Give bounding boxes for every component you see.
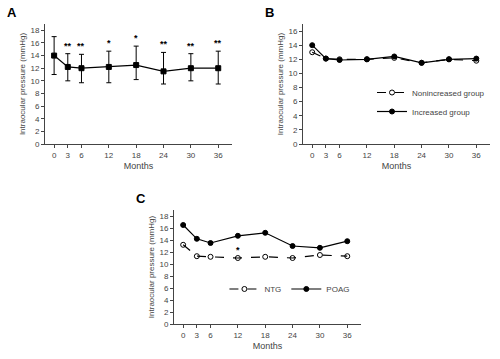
svg-text:16: 16	[289, 27, 298, 36]
svg-text:24: 24	[288, 331, 297, 340]
svg-text:*: *	[134, 33, 138, 43]
svg-text:12: 12	[30, 64, 39, 73]
svg-text:**: **	[160, 39, 168, 49]
svg-text:**: **	[77, 41, 85, 51]
svg-text:3: 3	[195, 331, 200, 340]
svg-text:18: 18	[261, 331, 270, 340]
svg-text:B: B	[265, 5, 274, 20]
svg-text:2: 2	[293, 126, 298, 135]
svg-text:36: 36	[343, 331, 352, 340]
svg-text:0: 0	[310, 151, 315, 160]
svg-text:0: 0	[164, 320, 169, 329]
svg-text:6: 6	[337, 151, 342, 160]
svg-text:6: 6	[208, 331, 213, 340]
svg-text:4: 4	[293, 112, 298, 121]
svg-text:18: 18	[390, 151, 399, 160]
svg-text:6: 6	[293, 97, 298, 106]
svg-text:0: 0	[181, 331, 186, 340]
svg-text:12: 12	[289, 55, 298, 64]
svg-text:24: 24	[417, 151, 426, 160]
svg-text:18: 18	[160, 212, 169, 221]
svg-text:3: 3	[66, 151, 71, 160]
svg-text:Increased group: Increased group	[412, 108, 470, 117]
svg-text:*: *	[236, 245, 240, 255]
svg-text:Intraocular pressure (mmHg): Intraocular pressure (mmHg)	[18, 33, 27, 136]
svg-text:8: 8	[35, 89, 40, 98]
svg-text:12: 12	[160, 248, 169, 257]
svg-text:12: 12	[104, 151, 113, 160]
svg-text:6: 6	[164, 284, 169, 293]
svg-text:Months: Months	[124, 161, 154, 171]
svg-text:10: 10	[289, 69, 298, 78]
svg-text:NTG: NTG	[264, 285, 281, 294]
svg-text:6: 6	[35, 102, 40, 111]
svg-text:4: 4	[35, 115, 40, 124]
svg-text:**: **	[64, 41, 72, 51]
svg-text:30: 30	[186, 151, 195, 160]
svg-text:10: 10	[160, 260, 169, 269]
svg-text:8: 8	[164, 272, 169, 281]
svg-text:POAG: POAG	[326, 285, 349, 294]
svg-text:18: 18	[30, 26, 39, 35]
svg-text:0: 0	[293, 140, 298, 149]
svg-text:C: C	[136, 191, 146, 206]
svg-text:6: 6	[79, 151, 84, 160]
svg-text:**: **	[214, 38, 222, 48]
svg-text:16: 16	[160, 224, 169, 233]
svg-text:36: 36	[472, 151, 481, 160]
svg-text:3: 3	[324, 151, 329, 160]
svg-text:14: 14	[30, 51, 39, 60]
svg-text:12: 12	[362, 151, 371, 160]
svg-text:Months: Months	[382, 161, 412, 171]
svg-text:2: 2	[35, 127, 40, 136]
svg-text:A: A	[7, 5, 17, 20]
svg-text:24: 24	[159, 151, 168, 160]
svg-text:Intraocular pressure (mmHg): Intraocular pressure (mmHg)	[276, 33, 285, 136]
svg-text:36: 36	[214, 151, 223, 160]
svg-text:8: 8	[293, 83, 298, 92]
svg-text:12: 12	[233, 331, 242, 340]
svg-text:10: 10	[30, 77, 39, 86]
svg-text:Months: Months	[253, 341, 283, 351]
svg-text:16: 16	[30, 39, 39, 48]
svg-text:Intraocular pressure (mmHg): Intraocular pressure (mmHg)	[147, 216, 156, 319]
svg-text:14: 14	[289, 41, 298, 50]
svg-text:**: **	[187, 41, 195, 51]
svg-text:0: 0	[52, 151, 57, 160]
svg-text:*: *	[107, 38, 111, 48]
svg-text:18: 18	[132, 151, 141, 160]
svg-text:14: 14	[160, 236, 169, 245]
svg-text:2: 2	[164, 308, 169, 317]
svg-text:0: 0	[35, 140, 40, 149]
svg-text:30: 30	[315, 331, 324, 340]
svg-text:Nonincreased group: Nonincreased group	[412, 89, 485, 98]
svg-text:30: 30	[445, 151, 454, 160]
svg-text:4: 4	[164, 296, 169, 305]
